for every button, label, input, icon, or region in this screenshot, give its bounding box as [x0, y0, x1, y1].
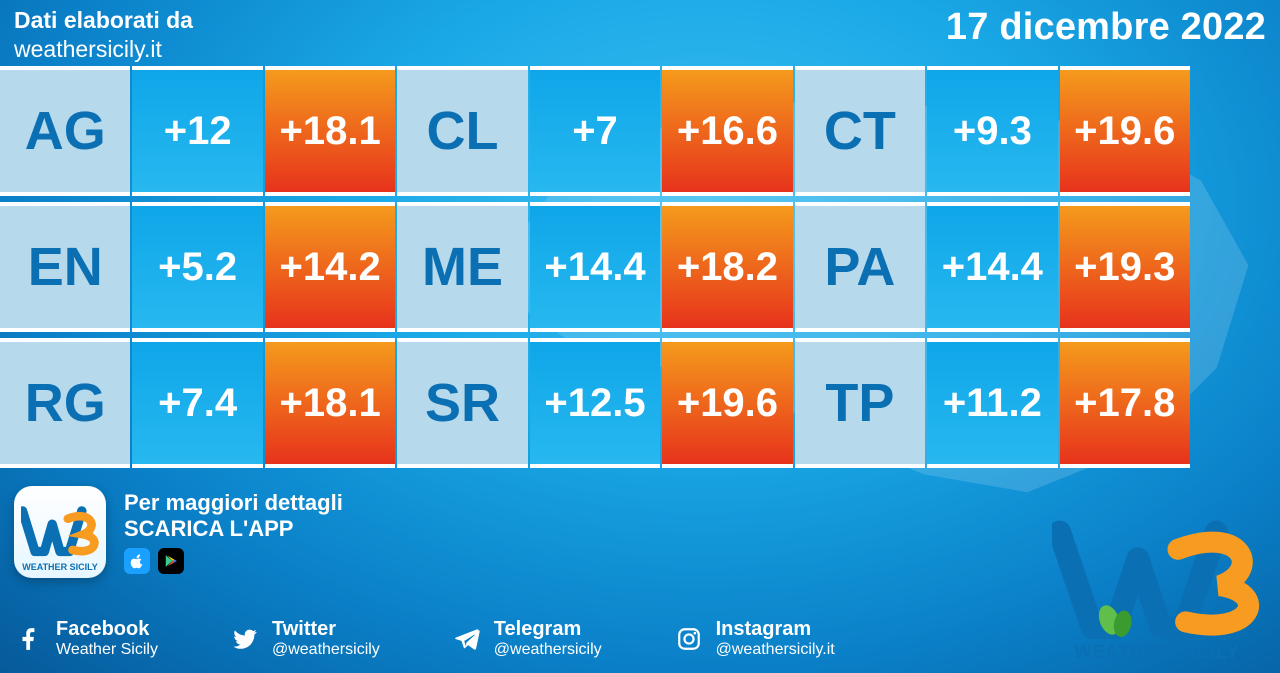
header-line2: weathersicily.it — [14, 35, 193, 64]
social-text: Telegram@weathersicily — [494, 618, 602, 659]
promo-line1: Per maggiori dettagli — [124, 490, 343, 516]
brand-caption: WEATHER SICILY — [1074, 642, 1239, 663]
social-instagram: Instagram@weathersicily.it — [674, 618, 835, 659]
social-handle: @weathersicily.it — [716, 641, 835, 659]
temp-low: +11.2 — [927, 338, 1057, 468]
facebook-icon — [14, 624, 44, 654]
social-text: Twitter@weathersicily — [272, 618, 380, 659]
province-code: SR — [397, 338, 527, 468]
temp-low: +5.2 — [132, 202, 262, 332]
province-code: CT — [795, 66, 925, 196]
social-name: Facebook — [56, 618, 158, 641]
temp-low: +14.4 — [530, 202, 660, 332]
province-code: TP — [795, 338, 925, 468]
social-links: FacebookWeather SicilyTwitter@weathersic… — [14, 618, 980, 659]
app-promo-text: Per maggiori dettagli SCARICA L'APP — [124, 490, 343, 574]
temp-high: +18.1 — [265, 66, 395, 196]
social-name: Telegram — [494, 618, 602, 641]
temp-low: +14.4 — [927, 202, 1057, 332]
province-code: PA — [795, 202, 925, 332]
social-twitter: Twitter@weathersicily — [230, 618, 380, 659]
appstore-badge-icon — [124, 548, 150, 574]
social-text: FacebookWeather Sicily — [56, 618, 158, 659]
app-promo: WEATHER SICILY Per maggiori dettagli SCA… — [14, 486, 343, 578]
app-icon-tile: WEATHER SICILY — [14, 486, 106, 578]
temp-high: +17.8 — [1060, 338, 1190, 468]
instagram-icon — [674, 624, 704, 654]
temp-high: +14.2 — [265, 202, 395, 332]
temp-high: +19.3 — [1060, 202, 1190, 332]
province-code: ME — [397, 202, 527, 332]
header-date: 17 dicembre 2022 — [946, 6, 1266, 49]
promo-line2: SCARICA L'APP — [124, 516, 343, 542]
social-facebook: FacebookWeather Sicily — [14, 618, 158, 659]
playstore-badge-icon — [158, 548, 184, 574]
ws-logo-large-icon — [1052, 512, 1262, 642]
header: Dati elaborati da weathersicily.it 17 di… — [14, 6, 1266, 64]
temp-high: +19.6 — [662, 338, 792, 468]
header-attribution: Dati elaborati da weathersicily.it — [14, 6, 193, 64]
twitter-icon — [230, 624, 260, 654]
temp-low: +12.5 — [530, 338, 660, 468]
temp-low: +7 — [530, 66, 660, 196]
app-tile-subtitle: WEATHER SICILY — [14, 562, 106, 572]
temp-high: +16.6 — [662, 66, 792, 196]
social-telegram: Telegram@weathersicily — [452, 618, 602, 659]
social-handle: Weather Sicily — [56, 641, 158, 659]
social-handle: @weathersicily — [494, 641, 602, 659]
social-name: Instagram — [716, 618, 835, 641]
province-code: RG — [0, 338, 130, 468]
social-text: Instagram@weathersicily.it — [716, 618, 835, 659]
temp-high: +19.6 — [1060, 66, 1190, 196]
brand-logo: WEATHER SICILY — [1052, 512, 1262, 663]
temp-low: +7.4 — [132, 338, 262, 468]
social-handle: @weathersicily — [272, 641, 380, 659]
social-name: Twitter — [272, 618, 380, 641]
store-badges — [124, 548, 343, 574]
temp-high: +18.1 — [265, 338, 395, 468]
temperature-table: AG+12+18.1CL+7+16.6CT+9.3+19.6EN+5.2+14.… — [0, 66, 1190, 468]
province-code: AG — [0, 66, 130, 196]
header-line1: Dati elaborati da — [14, 6, 193, 35]
province-code: CL — [397, 66, 527, 196]
province-code: EN — [0, 202, 130, 332]
temp-low: +12 — [132, 66, 262, 196]
temp-low: +9.3 — [927, 66, 1057, 196]
ws-logo-small-icon — [21, 503, 99, 561]
temp-high: +18.2 — [662, 202, 792, 332]
telegram-icon — [452, 624, 482, 654]
